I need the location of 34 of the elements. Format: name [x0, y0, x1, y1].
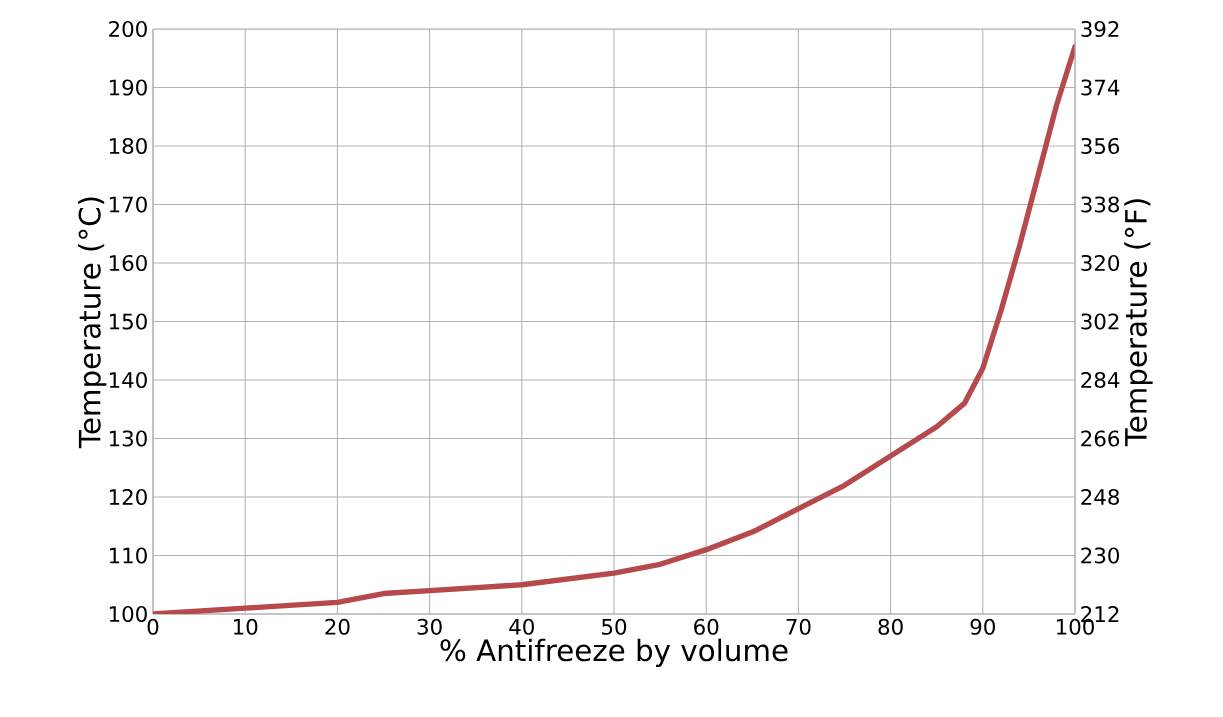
- y2-tick-label: 248: [1081, 488, 1119, 506]
- y2-tick-label: 392: [1081, 20, 1119, 38]
- x-tick-label: 80: [878, 618, 903, 635]
- y-tick-label: 200: [109, 20, 147, 38]
- y-tick-label: 140: [109, 371, 147, 389]
- y-tick-label: 170: [109, 196, 147, 213]
- y2-axis-title: Temperature (°F): [1124, 199, 1153, 447]
- y-axis-title: Temperature (°C): [78, 197, 107, 449]
- y-tick-label: 160: [109, 254, 147, 272]
- x-tick-label: 40: [509, 618, 534, 635]
- y-tick-label: 110: [109, 547, 147, 564]
- x-tick-label: 0: [147, 618, 159, 635]
- y2-tick-label: 266: [1081, 430, 1120, 447]
- y2-tick-label: 374: [1081, 79, 1120, 96]
- y2-tick-label: 320: [1081, 254, 1120, 272]
- x-tick-label: 70: [786, 618, 811, 635]
- x-tick-label: 20: [325, 618, 350, 635]
- y2-tick-label: 284: [1081, 371, 1120, 389]
- y-tick-label: 190: [109, 79, 147, 96]
- y2-tick-label: 356: [1081, 137, 1120, 155]
- y-tick-label: 120: [109, 488, 147, 506]
- x-tick-label: 30: [417, 618, 442, 635]
- y-tick-label: 180: [109, 137, 147, 155]
- y2-tick-label: 230: [1081, 547, 1120, 564]
- y-tick-label: 100: [109, 605, 147, 623]
- x-tick-label: 60: [694, 618, 719, 635]
- x-tick-label: 10: [233, 618, 258, 635]
- y-tick-label: 130: [109, 430, 147, 447]
- x-tick-label: 50: [602, 618, 627, 635]
- y-tick-label: 150: [109, 313, 147, 330]
- x-tick-label: 90: [970, 618, 995, 635]
- x-axis-title: % Antifreeze by volume: [440, 638, 788, 668]
- y2-tick-label: 302: [1081, 313, 1119, 330]
- y2-tick-label: 338: [1081, 196, 1119, 213]
